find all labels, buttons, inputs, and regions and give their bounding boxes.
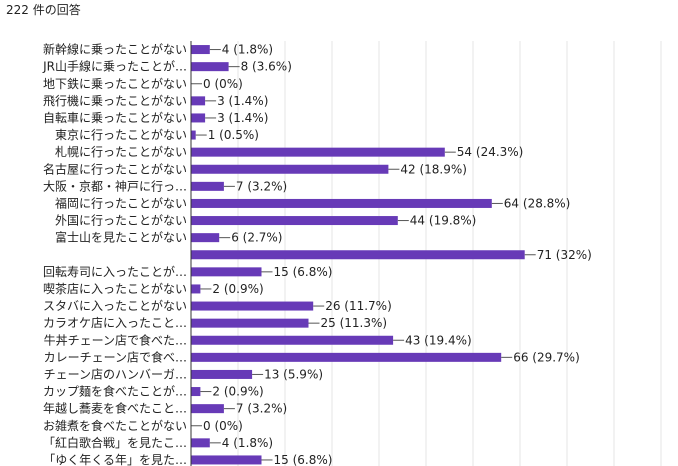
bar (191, 62, 229, 72)
value-label: 0 (0%) (203, 419, 243, 433)
value-label: 43 (19.4%) (405, 333, 472, 347)
category-label: スタバに入ったことがない (43, 298, 187, 313)
value-label: 4 (1.8%) (222, 43, 273, 57)
value-label: 7 (3.2%) (236, 402, 287, 416)
value-label: 0 (0%) (203, 77, 243, 91)
category-label: JR山手線に乗ったことが… (42, 59, 187, 74)
bar (191, 198, 492, 208)
category-label: 札幌に行ったことがない (55, 144, 187, 159)
value-label: 8 (3.6%) (241, 60, 292, 74)
value-label: 64 (28.8%) (504, 196, 571, 210)
bar (191, 216, 398, 226)
value-label: 7 (3.2%) (236, 179, 287, 193)
value-label: 13 (5.9%) (264, 367, 323, 381)
category-label: カラオケ店に入ったこと… (43, 316, 187, 330)
category-label: 喫茶店に入ったことがない (43, 281, 187, 296)
bar (191, 335, 394, 345)
category-label: 富士山を見たことがない (55, 230, 187, 245)
value-label: 15 (6.8%) (274, 265, 333, 279)
value-label: 26 (11.7%) (325, 299, 392, 313)
value-label: 6 (2.7%) (231, 231, 282, 245)
value-label: 3 (1.4%) (217, 111, 268, 125)
category-label: 大阪・京都・神戸に行っ… (43, 179, 187, 193)
value-label: 71 (32%) (537, 248, 592, 262)
category-label: カレーチェーン店で食べ… (44, 349, 187, 364)
value-label: 3 (1.4%) (217, 94, 268, 108)
bar (191, 438, 210, 448)
value-label: 25 (11.3%) (321, 316, 388, 330)
category-label: 外国に行ったことがない (55, 213, 187, 228)
value-label: 42 (18.9%) (400, 162, 467, 176)
bar (191, 455, 262, 465)
bar (191, 96, 206, 106)
bar (191, 45, 210, 55)
value-label: 1 (0.5%) (208, 128, 259, 142)
category-label: 年越し蕎麦を食べたこと… (43, 401, 187, 416)
bar (191, 284, 201, 294)
bar (191, 387, 201, 397)
bar (191, 130, 196, 140)
bar (191, 233, 220, 243)
bar (191, 352, 502, 362)
value-label: 54 (24.3%) (457, 145, 524, 159)
value-label: 66 (29.7%) (513, 350, 580, 364)
labels: 新幹線に乗ったことがない 4 (1.8%) JR山手線に乗ったことが… 8 (3.6%… (42, 42, 592, 466)
bars (191, 45, 525, 465)
category-label: カップ麺を食べたことが… (43, 384, 187, 399)
category-label: 「ゆく年くる年」を見た… (43, 453, 187, 466)
category-label: 回転寿司に入ったことが… (43, 264, 187, 279)
category-label: 福岡に行ったことがない (55, 195, 187, 210)
category-label: 名古屋に行ったことがない (43, 161, 187, 176)
category-label: 地下鉄に乗ったことがない (43, 76, 187, 91)
bar (191, 250, 525, 260)
category-label: チェーン店のハンバーガ… (44, 367, 187, 381)
value-label: 2 (0.9%) (212, 385, 263, 399)
bar (191, 267, 262, 277)
bar (191, 369, 253, 379)
bar (191, 147, 445, 157)
bar (191, 164, 389, 174)
category-label: お雑煮を食べたことがない (43, 418, 187, 433)
category-label: 「紅白歌合戦」を見たこ… (43, 435, 187, 450)
bar (191, 301, 314, 311)
value-label: 15 (6.8%) (274, 453, 333, 466)
bar (191, 113, 206, 123)
value-label: 4 (1.8%) (222, 436, 273, 450)
category-label: 牛丼チェーン店で食べた… (44, 332, 187, 347)
bar (191, 181, 224, 191)
category-label: 東京に行ったことがない (55, 127, 187, 142)
value-label: 44 (19.8%) (410, 214, 477, 228)
response-count: 222 件の回答 (6, 3, 81, 17)
value-label: 2 (0.9%) (212, 282, 263, 296)
bar (191, 318, 309, 328)
category-label: 新幹線に乗ったことがない (43, 42, 187, 57)
category-label: 自転車に乗ったことがない (43, 110, 187, 125)
category-label: 飛行機に乗ったことがない (43, 93, 187, 108)
bar (191, 404, 224, 414)
